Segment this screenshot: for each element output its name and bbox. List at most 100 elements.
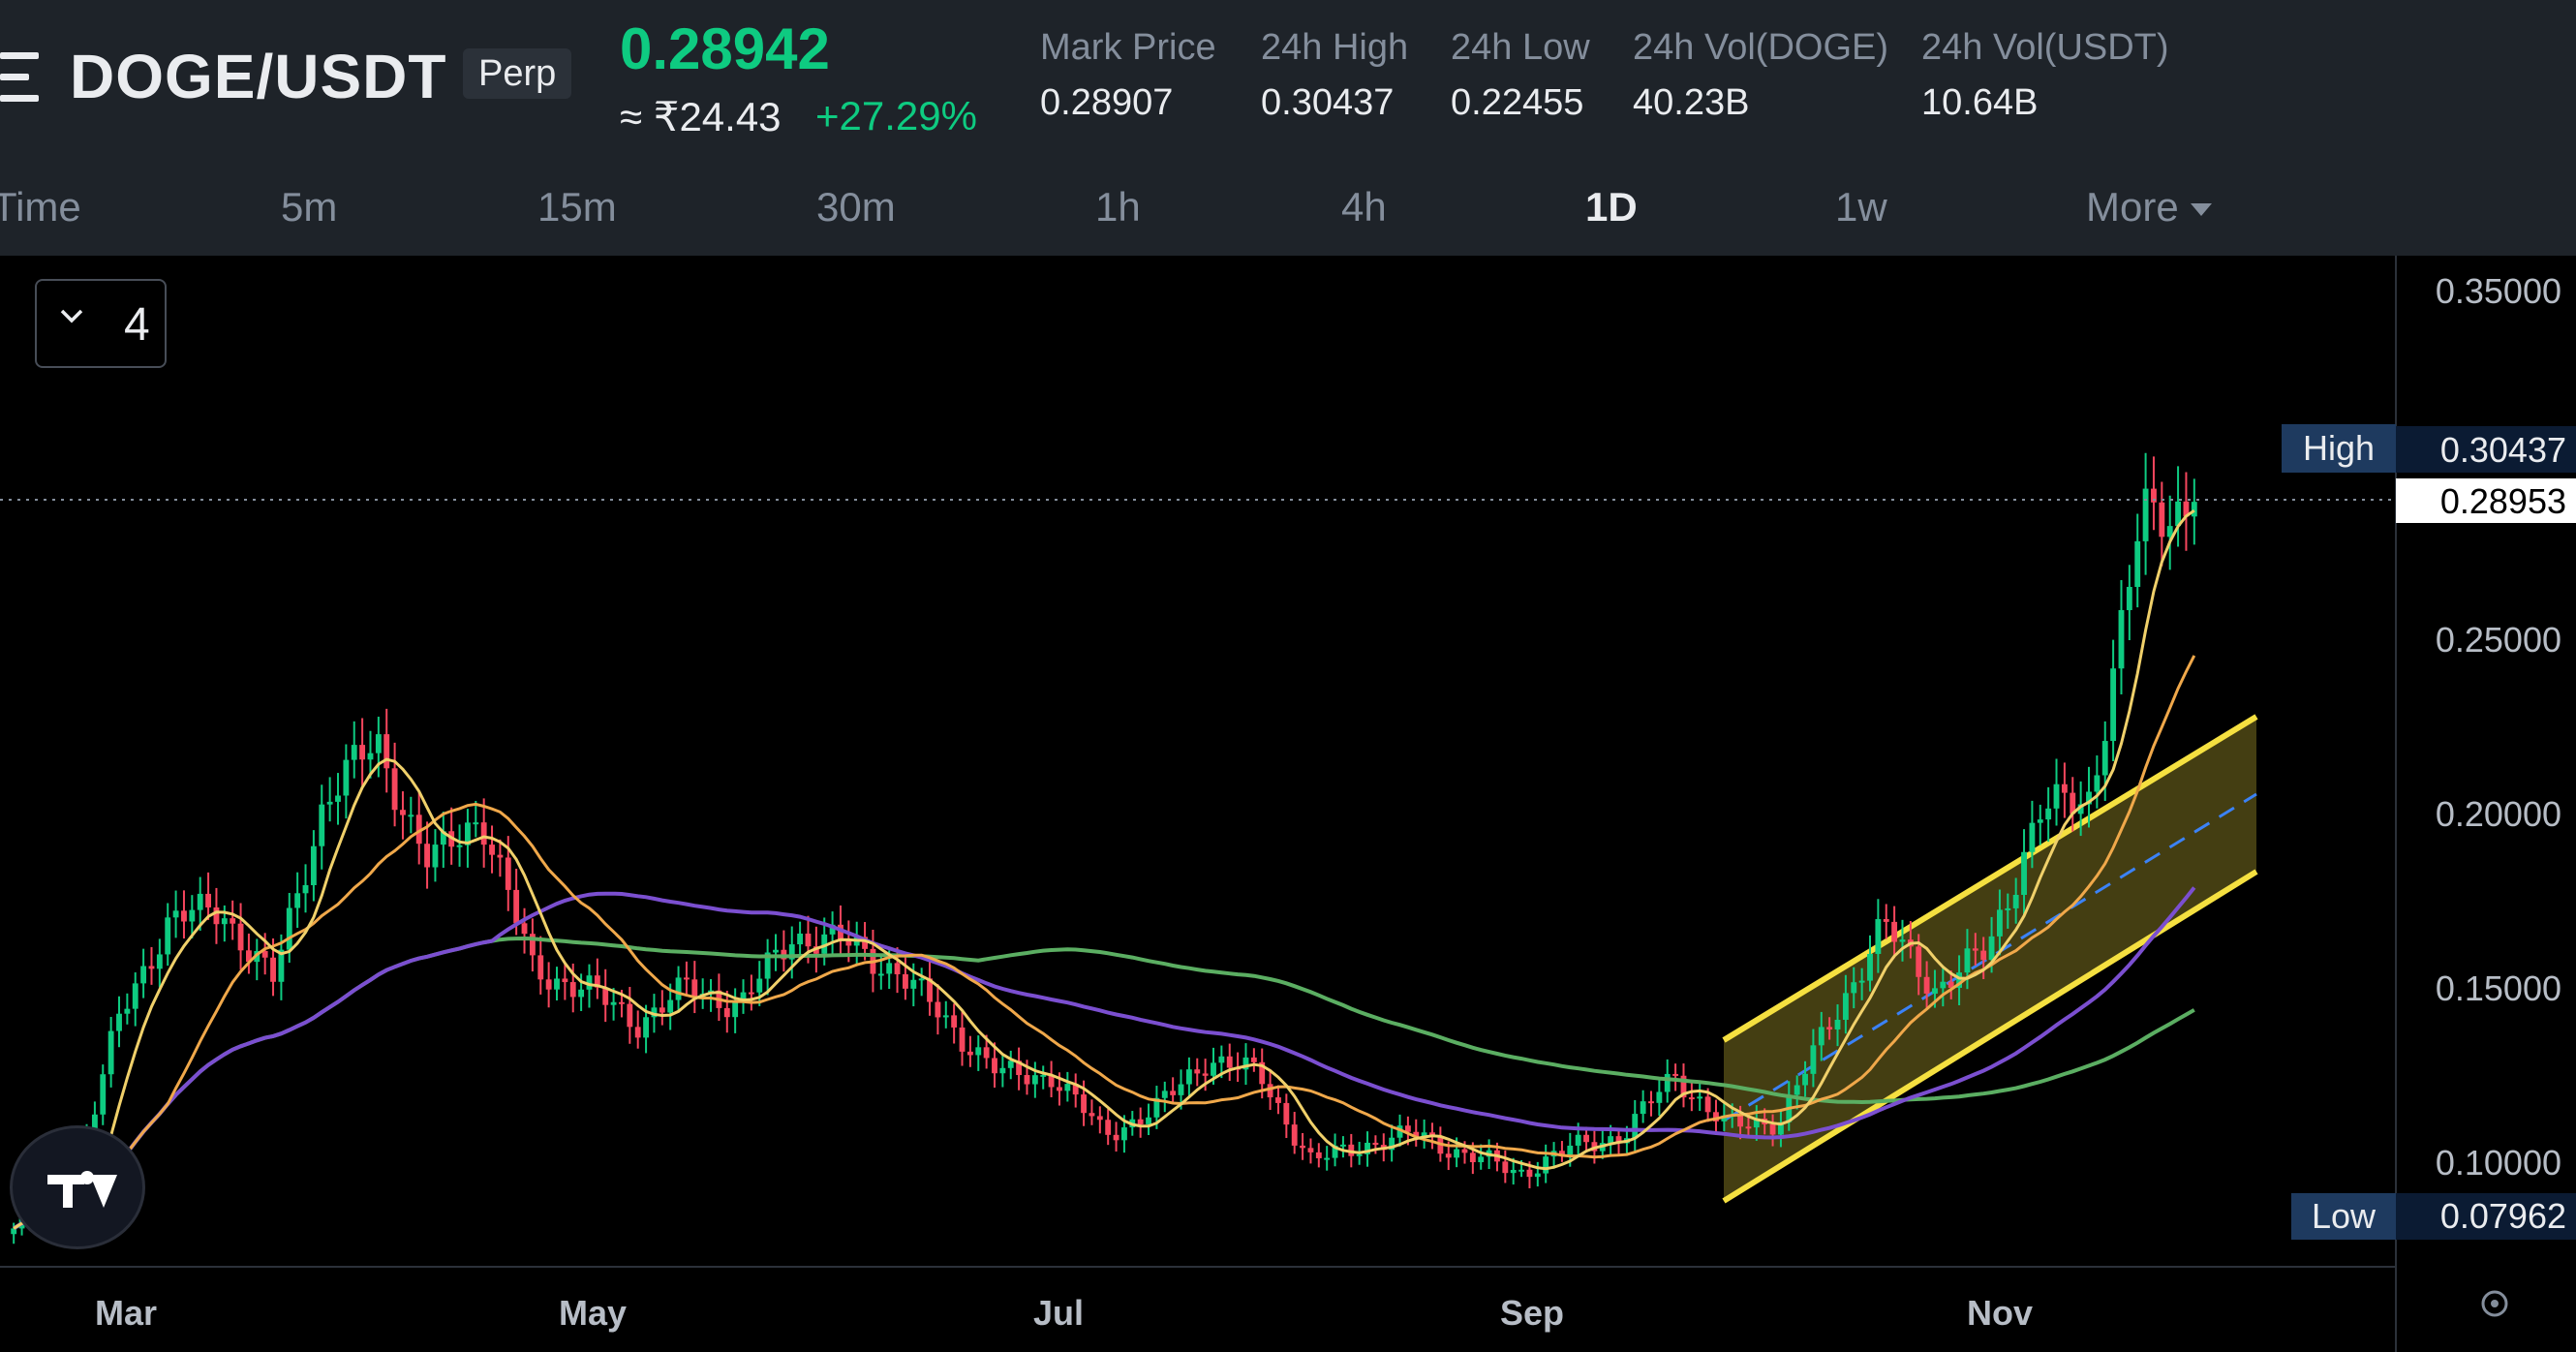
candle-body (845, 939, 852, 946)
menu-icon[interactable] (0, 52, 39, 103)
candle-body (2166, 526, 2173, 538)
candle-body (480, 822, 487, 845)
candle-body (1113, 1134, 1119, 1141)
candle-body (2183, 501, 2190, 517)
candle-body (383, 734, 390, 769)
candle-body (367, 753, 374, 760)
candle-body (2118, 609, 2125, 669)
candle-body (424, 844, 431, 868)
candle-body (1923, 976, 1930, 994)
time-tick-label: Nov (1967, 1293, 2033, 1333)
candle-body (1194, 1069, 1201, 1074)
candle-body (1469, 1152, 1476, 1163)
candle-body (1769, 1123, 1776, 1135)
gear-icon[interactable] (2475, 1284, 2514, 1323)
candle-body (310, 845, 317, 885)
stat-value: 0.22455 (1451, 82, 1584, 123)
candle-body (594, 975, 600, 988)
tab-1h[interactable]: 1h (1095, 184, 1141, 230)
candle-body (942, 1015, 949, 1018)
stat-24h-low: 24h Low 0.22455 (1451, 27, 1590, 124)
candle-body (2101, 741, 2108, 776)
candle-body (1818, 1027, 1825, 1046)
tab-1w[interactable]: 1w (1835, 184, 1887, 230)
candle-body (513, 889, 520, 924)
fiat-price: ≈ ₹24.43 (620, 94, 782, 139)
tab-30m[interactable]: 30m (816, 184, 896, 230)
candle-body (2061, 784, 2068, 793)
candle-body (1202, 1073, 1209, 1076)
candle-body (1688, 1097, 1695, 1100)
tab-5m[interactable]: 5m (281, 184, 338, 230)
candle-body (797, 933, 804, 945)
candle-body (221, 918, 228, 925)
contract-type-badge: Perp (463, 48, 572, 99)
candle-body (1826, 1027, 1833, 1029)
candle-body (1178, 1084, 1184, 1095)
candle-body (1802, 1073, 1808, 1086)
candle-body (529, 934, 536, 956)
candle-body (326, 801, 333, 805)
indicator-toggle[interactable]: 4 (35, 279, 167, 368)
candle-body (1956, 972, 1963, 988)
candle-body (2070, 792, 2076, 814)
current-price-value: 0.28953 (2440, 481, 2566, 521)
candle-body (408, 814, 414, 817)
candle-body (2005, 907, 2011, 910)
tab-more[interactable]: More (2086, 184, 2212, 230)
price-axis: 0.35000 0.25000 0.20000 0.15000 0.10000 (2436, 271, 2561, 1183)
tab-1d[interactable]: 1D (1585, 184, 1638, 230)
candle-body (1339, 1144, 1346, 1147)
candle-body (1348, 1144, 1355, 1156)
price-tick-label: 0.20000 (2436, 794, 2561, 834)
candle-body (1275, 1097, 1281, 1103)
interval-tabs: Time 5m 15m 30m 1h 4h 1D 1w More (0, 184, 2576, 242)
candle-body (1404, 1125, 1411, 1132)
candle-body (643, 1017, 650, 1038)
candle-body (1842, 993, 1849, 1020)
tab-time[interactable]: Time (0, 184, 81, 230)
candle-body (245, 950, 252, 963)
candle-body (1526, 1169, 1533, 1178)
candle-body (1916, 946, 1922, 977)
candle-body (1834, 1019, 1841, 1029)
candle-body (1291, 1124, 1298, 1146)
candle-body (1057, 1087, 1062, 1091)
tradingview-logo-icon[interactable] (10, 1125, 145, 1249)
candle-body (1697, 1096, 1703, 1099)
indicator-count: 4 (124, 299, 150, 351)
candle-body (1980, 950, 1987, 961)
candle-body (773, 949, 779, 953)
last-price: 0.28942 (620, 16, 830, 81)
tab-4h[interactable]: 4h (1341, 184, 1387, 230)
candle-body (838, 924, 843, 940)
candle-body (2191, 502, 2197, 517)
candle-body (862, 937, 869, 949)
candle-body (278, 949, 285, 982)
candle-body (1502, 1161, 1509, 1174)
candle-body (1672, 1073, 1679, 1076)
candle-body (675, 977, 682, 1000)
candle-body (440, 831, 446, 845)
candle-body (578, 989, 585, 998)
candle-body (894, 963, 901, 974)
candle-body (2142, 488, 2149, 541)
tab-15m[interactable]: 15m (537, 184, 617, 230)
candle-body (1332, 1145, 1338, 1158)
stat-label: 24h Vol(USDT) (1921, 27, 2169, 68)
candle-body (1048, 1074, 1055, 1088)
candle-body (213, 906, 220, 925)
candle-body (1454, 1149, 1460, 1158)
candle-body (1365, 1142, 1370, 1154)
candle-body (100, 1074, 107, 1115)
candle-body (805, 933, 812, 947)
candle-body (1510, 1169, 1517, 1174)
candle-body (1664, 1073, 1671, 1092)
trading-pair-title[interactable]: DOGE/USDT (70, 42, 447, 111)
channel-lower-line (1722, 869, 2258, 1204)
candle-body (237, 923, 244, 951)
candle-body (1250, 1057, 1257, 1062)
stat-value: 10.64B (1921, 82, 2039, 123)
candle-body (1081, 1094, 1088, 1114)
